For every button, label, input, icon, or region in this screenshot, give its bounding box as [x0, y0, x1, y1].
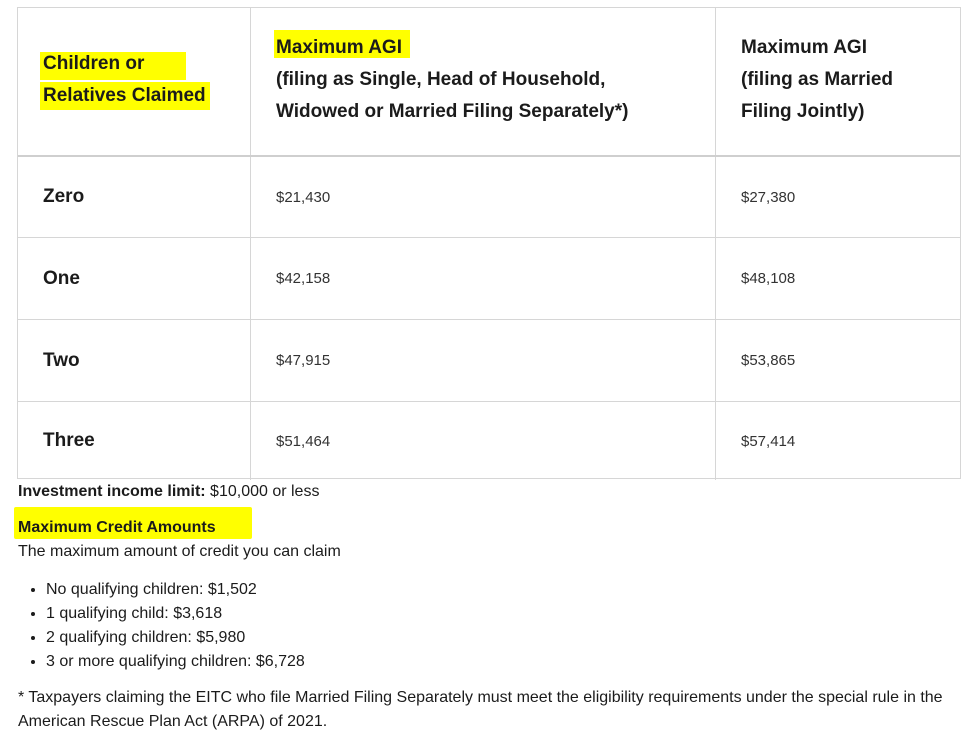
agi-joint-value: $48,108 [741, 270, 796, 287]
credit-heading: Maximum Credit Amounts [18, 519, 216, 536]
highlight-mark [40, 82, 210, 110]
header-children-line2: Relatives Claimed [43, 85, 206, 106]
header-children-line1: Children or [43, 53, 145, 74]
list-item: 1 qualifying child: $3,618 [46, 602, 305, 626]
investment-income-label: Investment income limit: [18, 483, 206, 500]
header-joint-line1: Maximum AGI [741, 37, 867, 58]
credit-list: No qualifying children: $1,502 1 qualify… [20, 578, 305, 674]
agi-joint-value: $53,865 [741, 352, 796, 369]
agi-single-value: $51,464 [251, 402, 716, 480]
footnote: * Taxpayers claiming the EITC who file M… [18, 689, 943, 730]
table-row: Zero $21,430 $27,380 [18, 155, 960, 237]
header-children: Children or Relatives Claimed [18, 8, 251, 155]
table-row: Three $51,464 $57,414 [18, 401, 960, 480]
agi-single-value: $47,915 [251, 320, 716, 401]
header-joint-line3: Filing Jointly) [741, 101, 865, 122]
table-row: Two $47,915 $53,865 [18, 319, 960, 401]
agi-single-value: $42,158 [251, 238, 716, 319]
agi-joint-value: $57,414 [741, 432, 796, 450]
list-item: 3 or more qualifying children: $6,728 [46, 650, 305, 674]
agi-single-value: $21,430 [251, 157, 716, 237]
agi-joint-value: $27,380 [741, 188, 796, 206]
table-row: One $42,158 $48,108 [18, 237, 960, 319]
highlight-mark [40, 52, 186, 80]
header-joint: Maximum AGI (filing as Married Filing Jo… [716, 8, 960, 155]
credit-subheading: The maximum amount of credit you can cla… [18, 543, 341, 560]
header-single-line3: Widowed or Married Filing Separately*) [276, 101, 629, 122]
list-item: 2 qualifying children: $5,980 [46, 626, 305, 650]
row-label: One [18, 238, 251, 319]
investment-income-line: Investment income limit: $10,000 or less [18, 483, 319, 501]
list-item: No qualifying children: $1,502 [46, 578, 305, 602]
highlight-mark [274, 30, 410, 58]
row-label: Three [18, 402, 251, 480]
row-label: Zero [18, 157, 251, 237]
highlight-mark [14, 507, 252, 539]
agi-table: Children or Relatives Claimed Maximum AG… [17, 7, 961, 480]
header-single-line1: Maximum AGI [276, 37, 402, 58]
header-joint-line2: (filing as Married [741, 69, 894, 90]
table-header-row: Children or Relatives Claimed Maximum AG… [18, 8, 960, 155]
row-label: Two [18, 320, 251, 401]
investment-income-value: $10,000 or less [210, 483, 320, 500]
header-single-line2: (filing as Single, Head of Household, [276, 69, 606, 90]
header-single: Maximum AGI (filing as Single, Head of H… [251, 8, 716, 155]
